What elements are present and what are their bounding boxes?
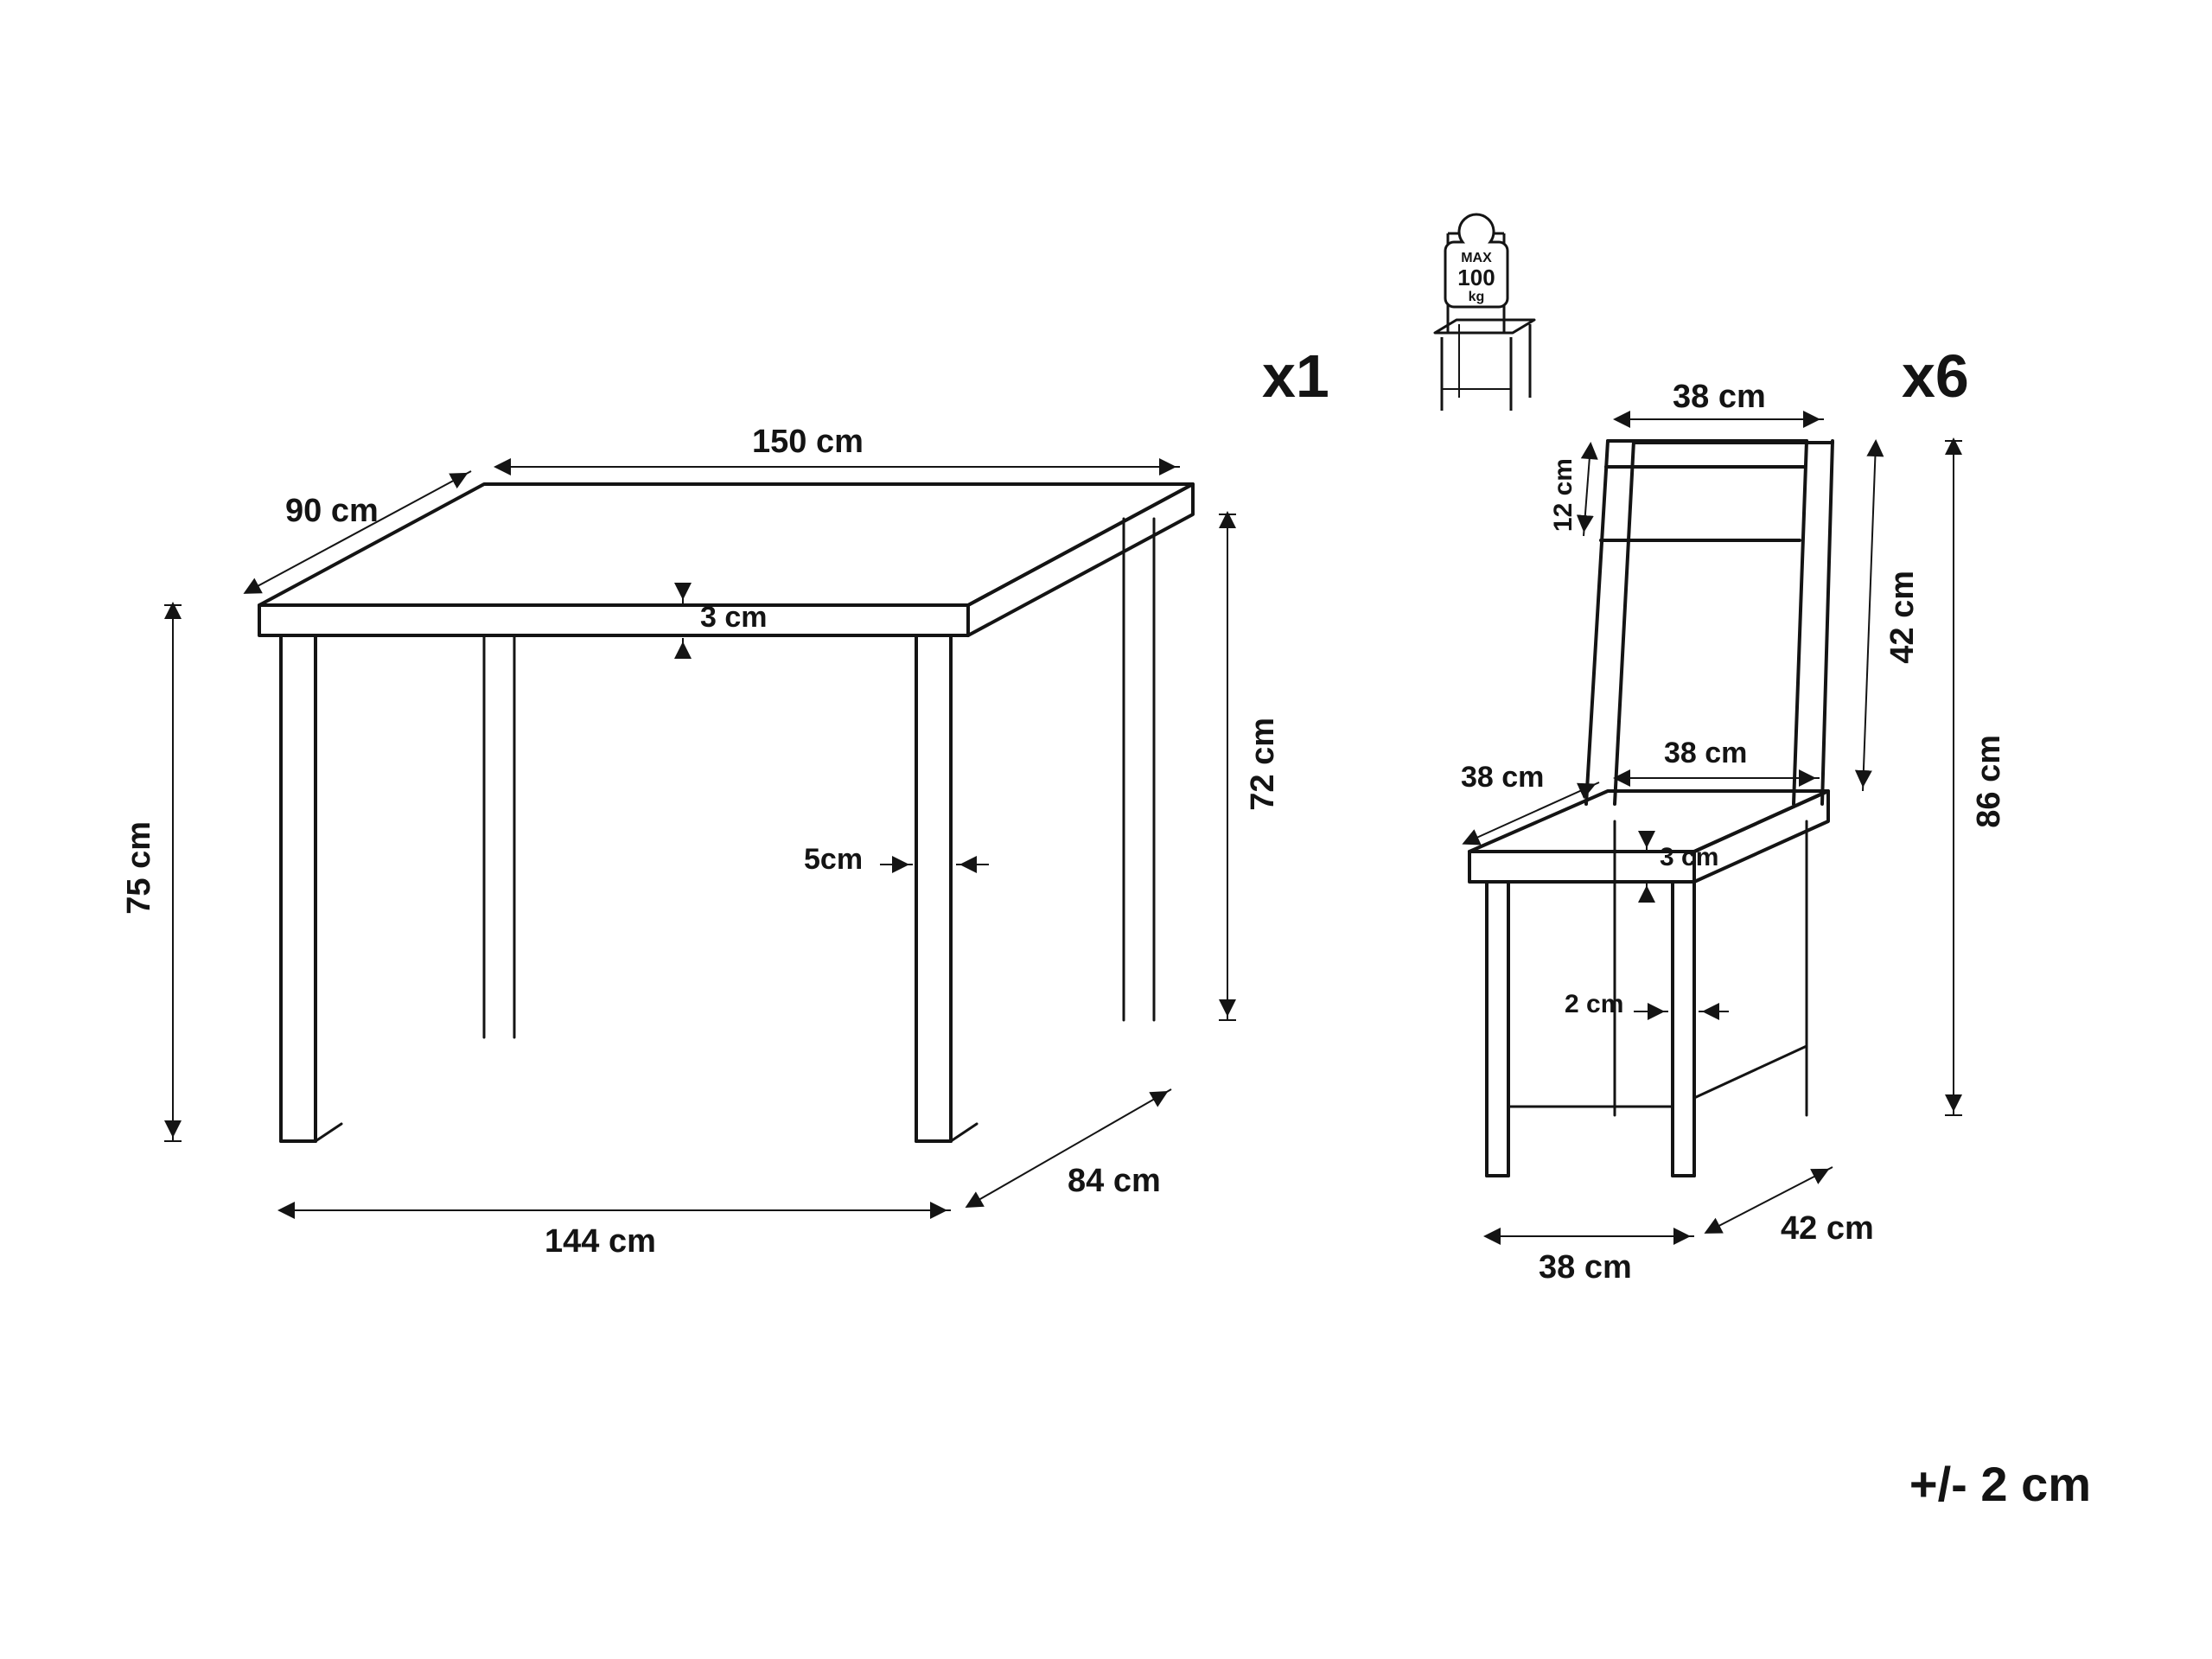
- chair-seat-width-label: 38 cm: [1664, 737, 1747, 770]
- chair-total-height-label: 86 cm: [1971, 735, 2008, 828]
- chair-slat-height-label: 12 cm: [1549, 458, 1578, 532]
- chair-drawing: [0, 0, 2212, 1659]
- chair-back-height-label: 42 cm: [1884, 571, 1922, 664]
- chair-leg-width-label: 2 cm: [1565, 990, 1623, 1019]
- chair-seat-thickness-label: 3 cm: [1660, 843, 1718, 872]
- chair-seat-depth-label: 38 cm: [1461, 761, 1544, 794]
- chair-base-width-label: 38 cm: [1539, 1249, 1632, 1286]
- chair-base-depth-label: 42 cm: [1781, 1210, 1874, 1247]
- chair-back-width-label: 38 cm: [1673, 379, 1766, 416]
